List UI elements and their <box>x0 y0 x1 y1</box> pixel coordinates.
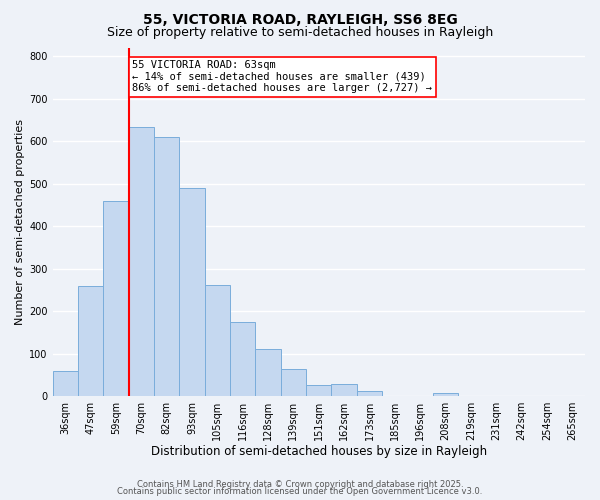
Text: 55, VICTORIA ROAD, RAYLEIGH, SS6 8EG: 55, VICTORIA ROAD, RAYLEIGH, SS6 8EG <box>143 12 457 26</box>
Text: 55 VICTORIA ROAD: 63sqm
← 14% of semi-detached houses are smaller (439)
86% of s: 55 VICTORIA ROAD: 63sqm ← 14% of semi-de… <box>133 60 433 94</box>
Bar <box>179 188 205 396</box>
Bar <box>331 384 357 396</box>
Bar <box>205 284 230 396</box>
Bar <box>357 392 382 396</box>
Bar <box>281 370 306 396</box>
Bar <box>256 350 281 396</box>
X-axis label: Distribution of semi-detached houses by size in Rayleigh: Distribution of semi-detached houses by … <box>151 444 487 458</box>
Bar <box>78 286 103 396</box>
Bar <box>433 393 458 396</box>
Text: Contains HM Land Registry data © Crown copyright and database right 2025.: Contains HM Land Registry data © Crown c… <box>137 480 463 489</box>
Bar <box>306 384 331 396</box>
Text: Size of property relative to semi-detached houses in Rayleigh: Size of property relative to semi-detach… <box>107 26 493 39</box>
Bar <box>230 322 256 396</box>
Bar <box>154 137 179 396</box>
Y-axis label: Number of semi-detached properties: Number of semi-detached properties <box>15 119 25 325</box>
Bar <box>128 128 154 396</box>
Bar <box>103 202 128 396</box>
Text: Contains public sector information licensed under the Open Government Licence v3: Contains public sector information licen… <box>118 487 482 496</box>
Bar <box>53 370 78 396</box>
